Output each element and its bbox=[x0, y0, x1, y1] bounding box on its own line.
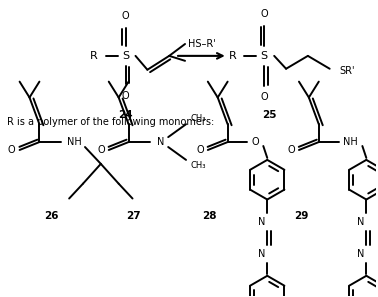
Text: SR': SR' bbox=[340, 66, 355, 76]
Text: 25: 25 bbox=[262, 110, 276, 120]
Text: N: N bbox=[258, 217, 265, 227]
Text: R: R bbox=[229, 51, 237, 61]
Text: 27: 27 bbox=[126, 211, 141, 221]
Text: R is a polymer of the following monomers:: R is a polymer of the following monomers… bbox=[7, 117, 214, 127]
Text: N: N bbox=[357, 217, 364, 227]
Text: CH₃: CH₃ bbox=[191, 161, 206, 170]
Text: N: N bbox=[357, 249, 364, 259]
Text: S: S bbox=[122, 51, 129, 61]
Text: 26: 26 bbox=[44, 211, 59, 221]
Text: 29: 29 bbox=[294, 211, 308, 221]
Text: N: N bbox=[258, 249, 265, 259]
Text: N: N bbox=[156, 137, 164, 147]
Text: O: O bbox=[122, 11, 129, 21]
Text: O: O bbox=[196, 145, 204, 155]
Text: O: O bbox=[260, 9, 268, 19]
Text: O: O bbox=[8, 145, 15, 155]
Text: NH: NH bbox=[67, 137, 82, 147]
Text: O: O bbox=[97, 145, 105, 155]
Text: NH: NH bbox=[343, 137, 358, 147]
Text: 28: 28 bbox=[203, 211, 217, 221]
Text: 24: 24 bbox=[118, 110, 133, 120]
Text: O: O bbox=[260, 92, 268, 102]
Text: S: S bbox=[261, 51, 268, 61]
Text: O: O bbox=[252, 137, 259, 147]
Text: CH₃: CH₃ bbox=[191, 114, 206, 123]
Text: O: O bbox=[287, 145, 295, 155]
Text: O: O bbox=[122, 91, 129, 100]
Text: HS–R': HS–R' bbox=[188, 39, 216, 49]
Text: R: R bbox=[90, 51, 98, 61]
